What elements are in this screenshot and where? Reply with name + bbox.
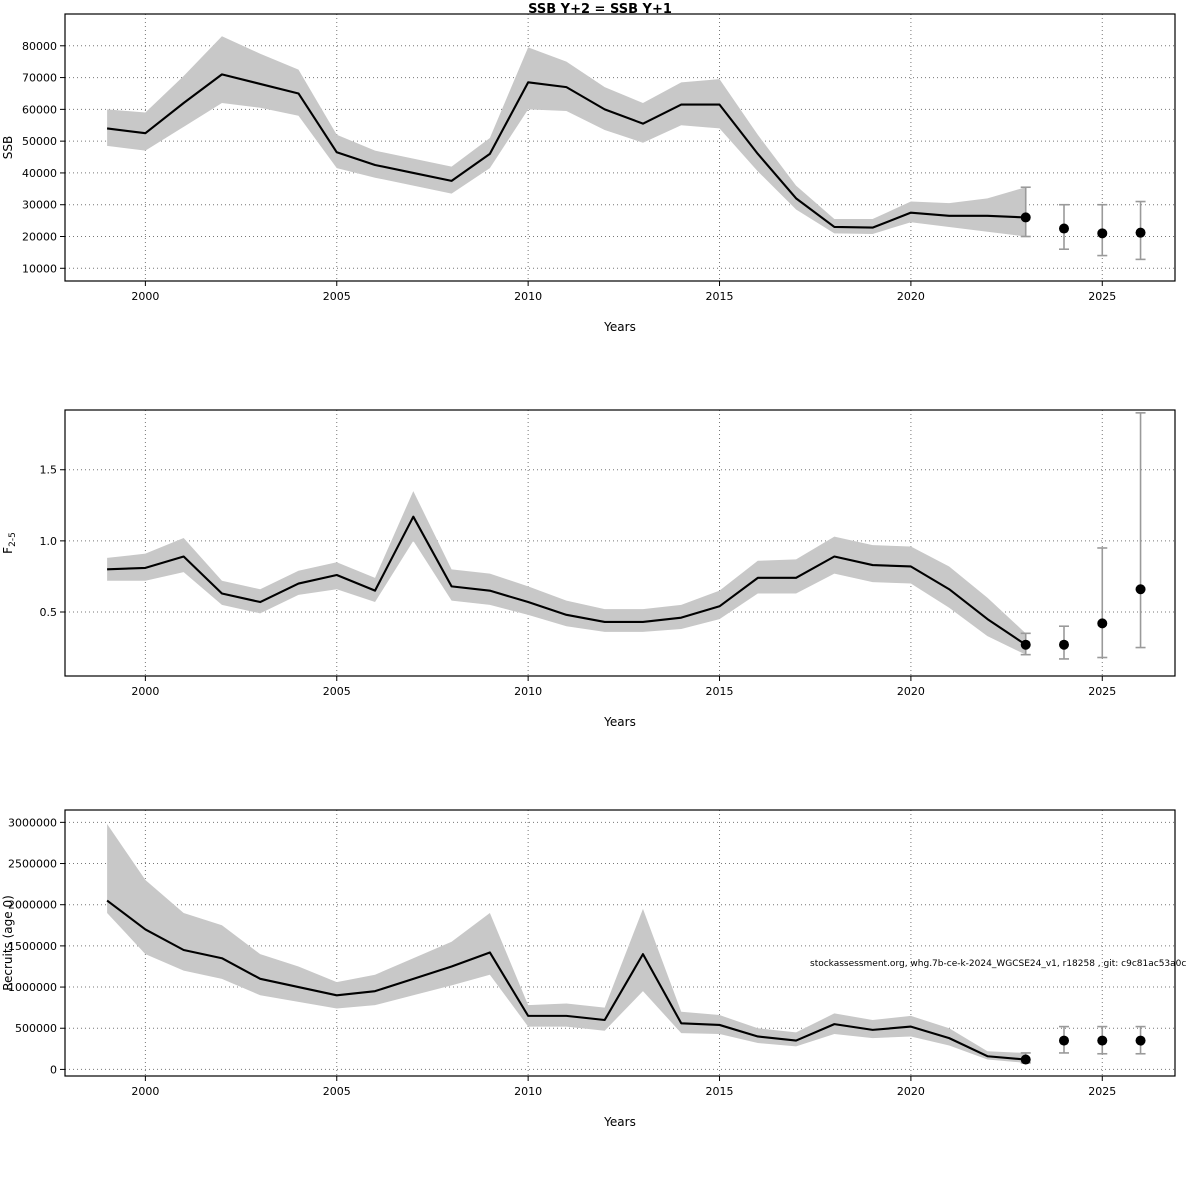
ssb-x-tick-label: 2000 <box>131 290 159 303</box>
chart-title: SSB Y+2 = SSB Y+1 <box>528 2 672 17</box>
recruits-plot-frame <box>64 809 1176 1077</box>
recruits-y-tick-label: 1500000 <box>8 940 57 953</box>
recruits-y-tick-label: 0 <box>50 1063 57 1076</box>
ssb-panel: 2000 2005 2010 2015 2020 2025 10000 20000 30000 4… <box>1 13 1176 334</box>
recruits-forecast-dot <box>1020 1054 1031 1065</box>
recruits-ylabel: Recruits (age 0) <box>1 895 15 991</box>
ssb-confidence-band <box>107 36 1026 237</box>
recruits-x-tick-label: 2015 <box>706 1085 734 1098</box>
f-forecast-dot <box>1135 584 1146 595</box>
f-x-tick-label: 2020 <box>897 685 925 698</box>
ssb-x-tick-label: 2025 <box>1088 290 1116 303</box>
recruits-x-tick-label: 2025 <box>1088 1085 1116 1098</box>
f-x-tick-label: 2015 <box>706 685 734 698</box>
recruits-y-tick-label: 2000000 <box>8 899 57 912</box>
f-plot-frame <box>64 409 1176 677</box>
recruits-xlabel: Years <box>603 1115 636 1129</box>
recruits-x-tick-label: 2005 <box>323 1085 351 1098</box>
f-x-tick-label: 2010 <box>514 685 542 698</box>
ssb-y-tick-label: 30000 <box>22 199 57 212</box>
ssb-y-tick-label: 70000 <box>22 72 57 85</box>
ssb-x-tick-label: 2010 <box>514 290 542 303</box>
f-y-tick-label: 1.0 <box>40 535 58 548</box>
ssb-y-tick-label: 10000 <box>22 262 57 275</box>
ssb-x-tick-label: 2015 <box>706 290 734 303</box>
f-forecast-dot <box>1020 639 1031 650</box>
recruits-y-tick-label: 3000000 <box>8 816 57 829</box>
ssb-xlabel: Years <box>603 320 636 334</box>
recruits-y-tick-label: 2500000 <box>8 858 57 871</box>
f-xlabel: Years <box>603 715 636 729</box>
recruits-y-tick-label: 500000 <box>15 1022 57 1035</box>
ssb-forecast-dot <box>1097 228 1108 239</box>
ssb-forecast-dot <box>1135 227 1146 238</box>
f-x-tick-label: 2025 <box>1088 685 1116 698</box>
recruits-forecast-dot <box>1059 1035 1069 1046</box>
ssb-y-tick-label: 20000 <box>22 231 57 244</box>
f-forecast-dot <box>1097 618 1108 629</box>
ssb-forecast-dot <box>1020 212 1031 223</box>
recruits-forecast-dot <box>1135 1035 1146 1046</box>
recruits-x-tick-label: 2000 <box>131 1085 159 1098</box>
f-confidence-band <box>107 491 1026 655</box>
ssb-y-tick-label: 50000 <box>22 135 57 148</box>
recruits-panel: 2000 2005 2010 2015 2020 2025 0 500000 1000000 15… <box>1 809 1176 1129</box>
ssb-forecast-dot <box>1059 223 1069 234</box>
ssb-plot-frame <box>64 13 1176 282</box>
f-x-tick-label: 2005 <box>323 685 351 698</box>
recruits-median-line <box>106 899 1026 1061</box>
f-y-tick-label: 1.5 <box>40 464 58 477</box>
f-panel: 2000 2005 2010 2015 2020 2025 0.5 1.0 1.5 Years F2… <box>1 409 1176 729</box>
ssb-y-tick-label: 60000 <box>22 103 57 116</box>
recruits-x-tick-label: 2010 <box>514 1085 542 1098</box>
f-median-line <box>107 515 1027 646</box>
ssb-x-tick-label: 2005 <box>323 290 351 303</box>
f-ylabel: F2-5 <box>1 532 18 554</box>
f-forecast-dot <box>1059 639 1069 650</box>
ssb-x-tick-label: 2020 <box>897 290 925 303</box>
assessment-annotation: stockassessment.org, whg.7b-ce-k-2024_WG… <box>810 959 1187 969</box>
ssb-y-tick-label: 80000 <box>22 40 57 53</box>
recruits-x-tick-label: 2020 <box>897 1085 925 1098</box>
recruits-forecast-dot <box>1097 1035 1108 1046</box>
ssb-ylabel: SSB <box>1 136 15 159</box>
f-x-tick-label: 2000 <box>131 685 159 698</box>
ssb-y-tick-label: 40000 <box>22 167 57 180</box>
recruits-y-tick-label: 1000000 <box>8 981 57 994</box>
f-y-tick-label: 0.5 <box>40 606 58 619</box>
recruits-confidence-band <box>107 824 1026 1063</box>
ssb-median-line <box>106 73 1026 229</box>
